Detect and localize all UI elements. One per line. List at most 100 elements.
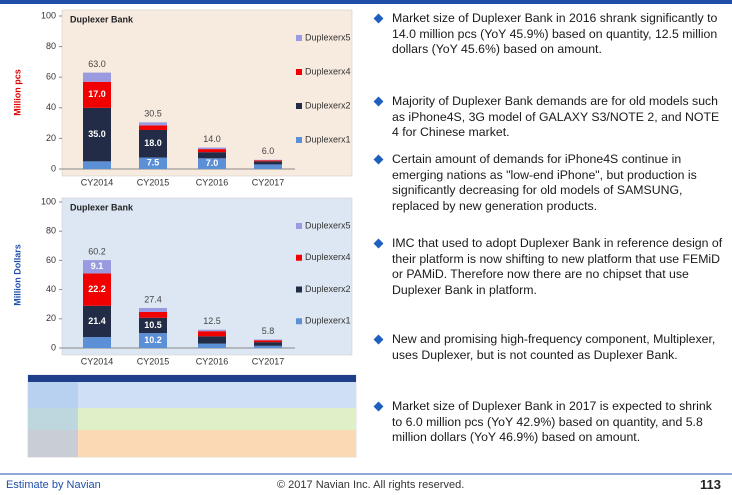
bullet: Market size of Duplexer Bank in 2016 shr… [372, 11, 724, 58]
bar-segment [198, 147, 226, 150]
legend-swatch [296, 137, 302, 143]
legend-label: Duplexerx1 [305, 316, 351, 326]
bullet-text: IMC that used to adopt Duplexer Bank in … [392, 236, 723, 297]
bar-segment [139, 122, 167, 126]
value-label: 10.2 [144, 335, 162, 345]
x-tick-label: CY2016 [196, 177, 229, 187]
bar-segment [198, 336, 226, 344]
y-tick-label: 100 [41, 10, 56, 20]
x-tick-label: CY2017 [252, 177, 285, 187]
bar-segment [254, 345, 282, 348]
bullet-marker [373, 238, 384, 249]
y-tick-label: 80 [46, 41, 56, 51]
total-label: 6.0 [262, 146, 275, 156]
legend-label: Duplexerx4 [305, 252, 351, 262]
bar-segment [83, 81, 111, 108]
bar-segment [254, 340, 282, 343]
x-tick-label: CY2017 [252, 356, 285, 366]
x-tick-label: CY2015 [137, 177, 170, 187]
bullet: IMC that used to adopt Duplexer Bank in … [372, 236, 724, 298]
total-label: 63.0 [88, 59, 106, 69]
chart-title: Duplexer Bank [70, 14, 134, 24]
bar-segment [198, 331, 226, 337]
page-number: 113 [700, 477, 721, 492]
bullet-text: Market size of Duplexer Bank in 2016 shr… [392, 11, 718, 56]
y-tick-label: 100 [41, 196, 56, 206]
bullet: Market size of Duplexer Bank in 2017 is … [372, 399, 724, 446]
bar-segment [83, 72, 111, 82]
bar-segment [254, 339, 282, 341]
x-tick-label: CY2015 [137, 356, 170, 366]
x-tick-label: CY2014 [81, 177, 114, 187]
bullet-marker [373, 154, 384, 165]
bullet-marker [373, 13, 384, 24]
total-label: 14.0 [203, 134, 221, 144]
y-tick-label: 20 [46, 133, 56, 143]
legend-swatch [296, 103, 302, 109]
bullet-text: Certain amount of demands for iPhone4S c… [392, 152, 697, 213]
bar-segment [83, 161, 111, 169]
y-tick-label: 20 [46, 313, 56, 323]
y-axis-label: Million Dollars [12, 244, 22, 306]
top-bar [0, 0, 732, 4]
bar-segment [139, 307, 167, 312]
bullet-text: New and promising high-frequency compone… [392, 332, 716, 362]
bar-segment [198, 149, 226, 153]
bar-segment [83, 260, 111, 274]
source: Estimate by Navian [6, 479, 101, 491]
legend-swatch [296, 223, 302, 229]
bar-segment [83, 107, 111, 162]
bar-segment [83, 305, 111, 338]
bar-segment [254, 161, 282, 165]
bar-segment [139, 317, 167, 334]
legend-swatch [296, 286, 302, 293]
value-label: 7.0 [206, 158, 219, 168]
bar-segment [139, 333, 167, 348]
legend-label: Duplexerx2 [305, 100, 351, 110]
bullet: New and promising high-frequency compone… [372, 332, 724, 363]
bullet-marker [373, 401, 384, 412]
bar-segment [83, 273, 111, 306]
bar-segment [198, 158, 226, 169]
bar-segment [198, 152, 226, 159]
value-label: 35.0 [88, 129, 106, 139]
legend-swatch [296, 69, 302, 75]
y-tick-label: 40 [46, 284, 56, 294]
y-tick-label: 0 [51, 163, 56, 173]
value-label: 7.5 [147, 158, 160, 168]
bullet-text: Market size of Duplexer Bank in 2017 is … [392, 399, 712, 444]
y-tick-label: 0 [51, 342, 56, 352]
value-label: 9.1 [91, 261, 104, 271]
data-table [27, 374, 357, 458]
value-label: 22.2 [88, 284, 106, 294]
legend-label: Duplexerx2 [305, 284, 351, 294]
total-label: 27.4 [144, 294, 162, 304]
bar-segment [83, 337, 111, 348]
legend-label: Duplexerx5 [305, 220, 351, 230]
total-label: 5.8 [262, 326, 275, 336]
bar-segment [139, 157, 167, 169]
y-axis-label: Million pcs [12, 69, 22, 116]
legend-swatch [296, 318, 302, 325]
bar-segment [198, 329, 226, 332]
bar-segment [254, 164, 282, 169]
y-tick-label: 80 [46, 226, 56, 236]
x-tick-label: CY2016 [196, 356, 229, 366]
y-tick-label: 60 [46, 72, 56, 82]
bar-segment [139, 125, 167, 130]
legend-label: Duplexerx5 [305, 32, 351, 42]
legend-swatch [296, 254, 302, 261]
y-tick-label: 60 [46, 255, 56, 265]
bar-segment [254, 342, 282, 346]
bar-segment [139, 311, 167, 318]
bullet-text: Majority of Duplexer Bank demands are fo… [392, 94, 720, 139]
total-label: 30.5 [144, 109, 162, 119]
bar-segment [198, 343, 226, 348]
value-label: 18.0 [144, 138, 162, 148]
bullet-marker [373, 96, 384, 107]
chart-title: Duplexer Bank [70, 202, 134, 212]
bar-segment [254, 160, 282, 162]
value-label: 21.4 [88, 316, 106, 326]
